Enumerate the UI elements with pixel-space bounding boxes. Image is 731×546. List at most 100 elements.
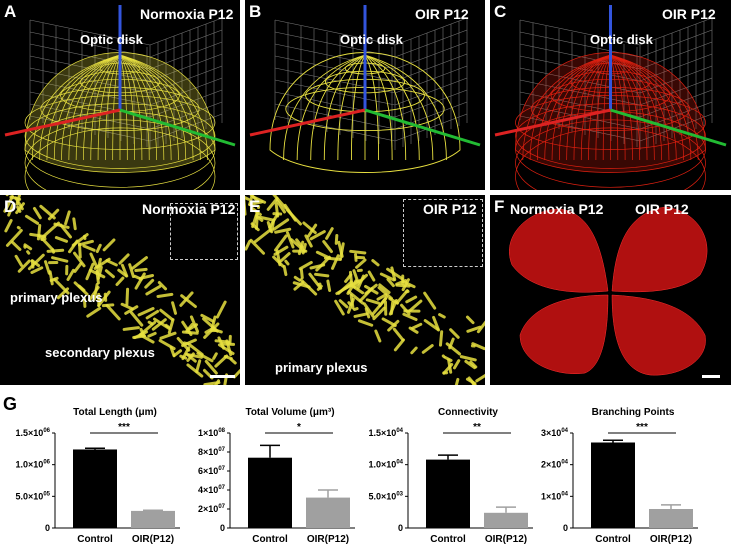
vessel xyxy=(392,327,405,342)
secondary-plexus-label: secondary plexus xyxy=(45,345,155,360)
vessel xyxy=(85,262,95,281)
y-tick-label: 1.0×1006 xyxy=(16,460,51,470)
vessel xyxy=(119,54,165,161)
vessel xyxy=(217,343,235,355)
grid-line xyxy=(394,101,468,130)
vessel xyxy=(364,54,380,161)
grid-line xyxy=(149,53,223,82)
vessel xyxy=(452,359,461,370)
grid-line xyxy=(394,113,468,142)
vessel xyxy=(24,111,216,188)
vessel xyxy=(89,252,99,269)
vessel xyxy=(283,54,366,161)
grid-line xyxy=(274,19,396,46)
vessel xyxy=(299,268,304,280)
vessel xyxy=(145,309,160,320)
tick-exponent: 06 xyxy=(43,460,50,466)
vessel xyxy=(610,54,699,161)
vessel xyxy=(395,283,411,288)
vessel-3d-render xyxy=(249,5,481,173)
x-axis-arrow xyxy=(249,108,366,137)
vessel xyxy=(159,331,177,340)
vessel-dome xyxy=(515,52,706,190)
vessel xyxy=(131,256,148,270)
vessel xyxy=(14,196,24,211)
vessel xyxy=(402,312,418,322)
vessel xyxy=(195,359,202,374)
chart-title: Total Volume (μm³) xyxy=(245,407,334,418)
grid-line xyxy=(149,89,223,118)
vessel xyxy=(610,54,677,161)
y-tick-label: 0 xyxy=(220,523,225,533)
primary-plexus-label: primary plexus xyxy=(275,360,368,375)
vessel xyxy=(200,313,215,323)
vessel xyxy=(610,54,648,161)
vessel xyxy=(293,275,302,282)
y-axis-arrow xyxy=(610,108,727,147)
vessel xyxy=(46,54,121,161)
grid-line xyxy=(394,29,468,58)
vessel xyxy=(379,272,396,282)
vessel xyxy=(443,356,453,362)
vessel xyxy=(119,54,201,161)
bar-oirp12 xyxy=(649,509,693,528)
bar-oirp12 xyxy=(306,497,350,528)
x-axis-arrow xyxy=(4,108,121,137)
vessel xyxy=(522,54,611,161)
vessel xyxy=(465,315,475,325)
vessel xyxy=(167,318,175,335)
vessel xyxy=(376,293,388,301)
vessel xyxy=(104,269,115,279)
bar-control xyxy=(248,457,292,528)
y-tick-label: 0 xyxy=(45,523,50,533)
y-tick-label: 5.0×1005 xyxy=(16,491,51,501)
vessel xyxy=(471,342,485,351)
vessel xyxy=(23,243,33,251)
dome-outline xyxy=(269,52,461,173)
vessel xyxy=(354,253,358,262)
vessel xyxy=(356,274,365,290)
grid-line xyxy=(639,17,713,46)
scale-bar xyxy=(210,375,235,378)
tick-exponent: 07 xyxy=(218,485,225,491)
vessel xyxy=(610,54,626,161)
vessel xyxy=(389,300,395,315)
vessel xyxy=(7,203,15,217)
vessel xyxy=(364,54,447,161)
vessel xyxy=(438,313,446,319)
tick-exponent: 07 xyxy=(218,504,225,510)
vessel xyxy=(279,252,291,263)
grid-line xyxy=(639,89,713,118)
vessel xyxy=(17,259,31,273)
vessel xyxy=(299,278,318,296)
vessel xyxy=(258,215,274,222)
optic-disk-label: Optic disk xyxy=(80,32,143,47)
vessel xyxy=(357,319,374,327)
vessel xyxy=(78,242,82,259)
vessel xyxy=(544,54,611,161)
vessel xyxy=(186,363,204,378)
vessel xyxy=(339,242,345,261)
x-tick-label: OIR(P12) xyxy=(132,534,174,545)
vessel xyxy=(171,301,178,315)
grid-line xyxy=(394,65,468,94)
inset-box xyxy=(403,199,483,267)
vessel-closeup-render xyxy=(3,195,240,385)
bar-control xyxy=(73,449,117,528)
vessel xyxy=(125,287,130,306)
vessel xyxy=(274,234,288,252)
vessel xyxy=(610,54,684,161)
chart-3: Branching Points 0 1×1004 2×1004 3×1004 Contr… xyxy=(541,407,698,545)
panel-label-g: G xyxy=(3,394,18,414)
vessel xyxy=(24,127,216,190)
tick-exponent: 03 xyxy=(396,491,403,497)
grid-line xyxy=(394,17,468,46)
vessel xyxy=(77,239,94,247)
vessel xyxy=(595,54,611,161)
vessel xyxy=(421,344,434,354)
vessel xyxy=(393,338,405,352)
y-tick-label: 8×1007 xyxy=(198,447,226,457)
vessel xyxy=(610,54,655,161)
panel-title: Normoxia P12 xyxy=(142,201,236,217)
grid-line xyxy=(519,79,641,106)
